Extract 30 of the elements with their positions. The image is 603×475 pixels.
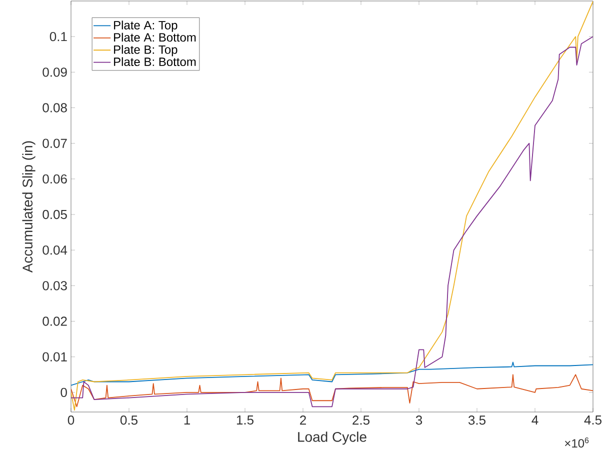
y-tick-label: 0.02: [42, 316, 67, 326]
legend-label: Plate A: Top: [114, 20, 178, 32]
y-tick-label: 0.09: [42, 68, 67, 77]
x-tick-label: 4: [532, 416, 538, 424]
x-tick-label: 2.5: [352, 416, 370, 425]
y-tick-label: 0.08: [42, 103, 67, 112]
y-tick-label: 0.03: [42, 281, 67, 290]
y-tick-label: 0.04: [42, 245, 68, 255]
y-axis-title: Accumulated Slip (in): [22, 141, 36, 273]
y-tick-label: 0.07: [42, 138, 67, 148]
y-tick-label: 0.06: [42, 174, 67, 184]
y-tick-label: 0.01: [42, 352, 67, 362]
x-tick-label: 2: [300, 416, 306, 425]
text: ×10$^{6}$: [564, 438, 589, 448]
x-tick-label: 3.5: [468, 416, 486, 425]
x-tick-label: 0: [68, 416, 74, 425]
line-series: [71, 362, 593, 386]
x-tick-label: 0.5: [120, 416, 138, 425]
x-tick-label: 1.5: [236, 416, 254, 425]
y-tick-label: 0.05: [42, 210, 67, 220]
legend-label: Plate B: Bottom: [114, 57, 196, 66]
x-tick-label: 3: [416, 416, 422, 425]
x-tick-label: 4.5: [584, 416, 602, 425]
x-axis-title: Load Cycle: [298, 432, 366, 445]
y-tick-label: 0.1: [50, 32, 67, 42]
y-tick-label: 0: [60, 388, 67, 398]
legend-label: Plate B: Top: [114, 45, 178, 56]
legend-label: Plate A: Bottom: [114, 32, 196, 42]
line-series: [71, 374, 593, 408]
x-tick-label: 1: [184, 416, 190, 424]
